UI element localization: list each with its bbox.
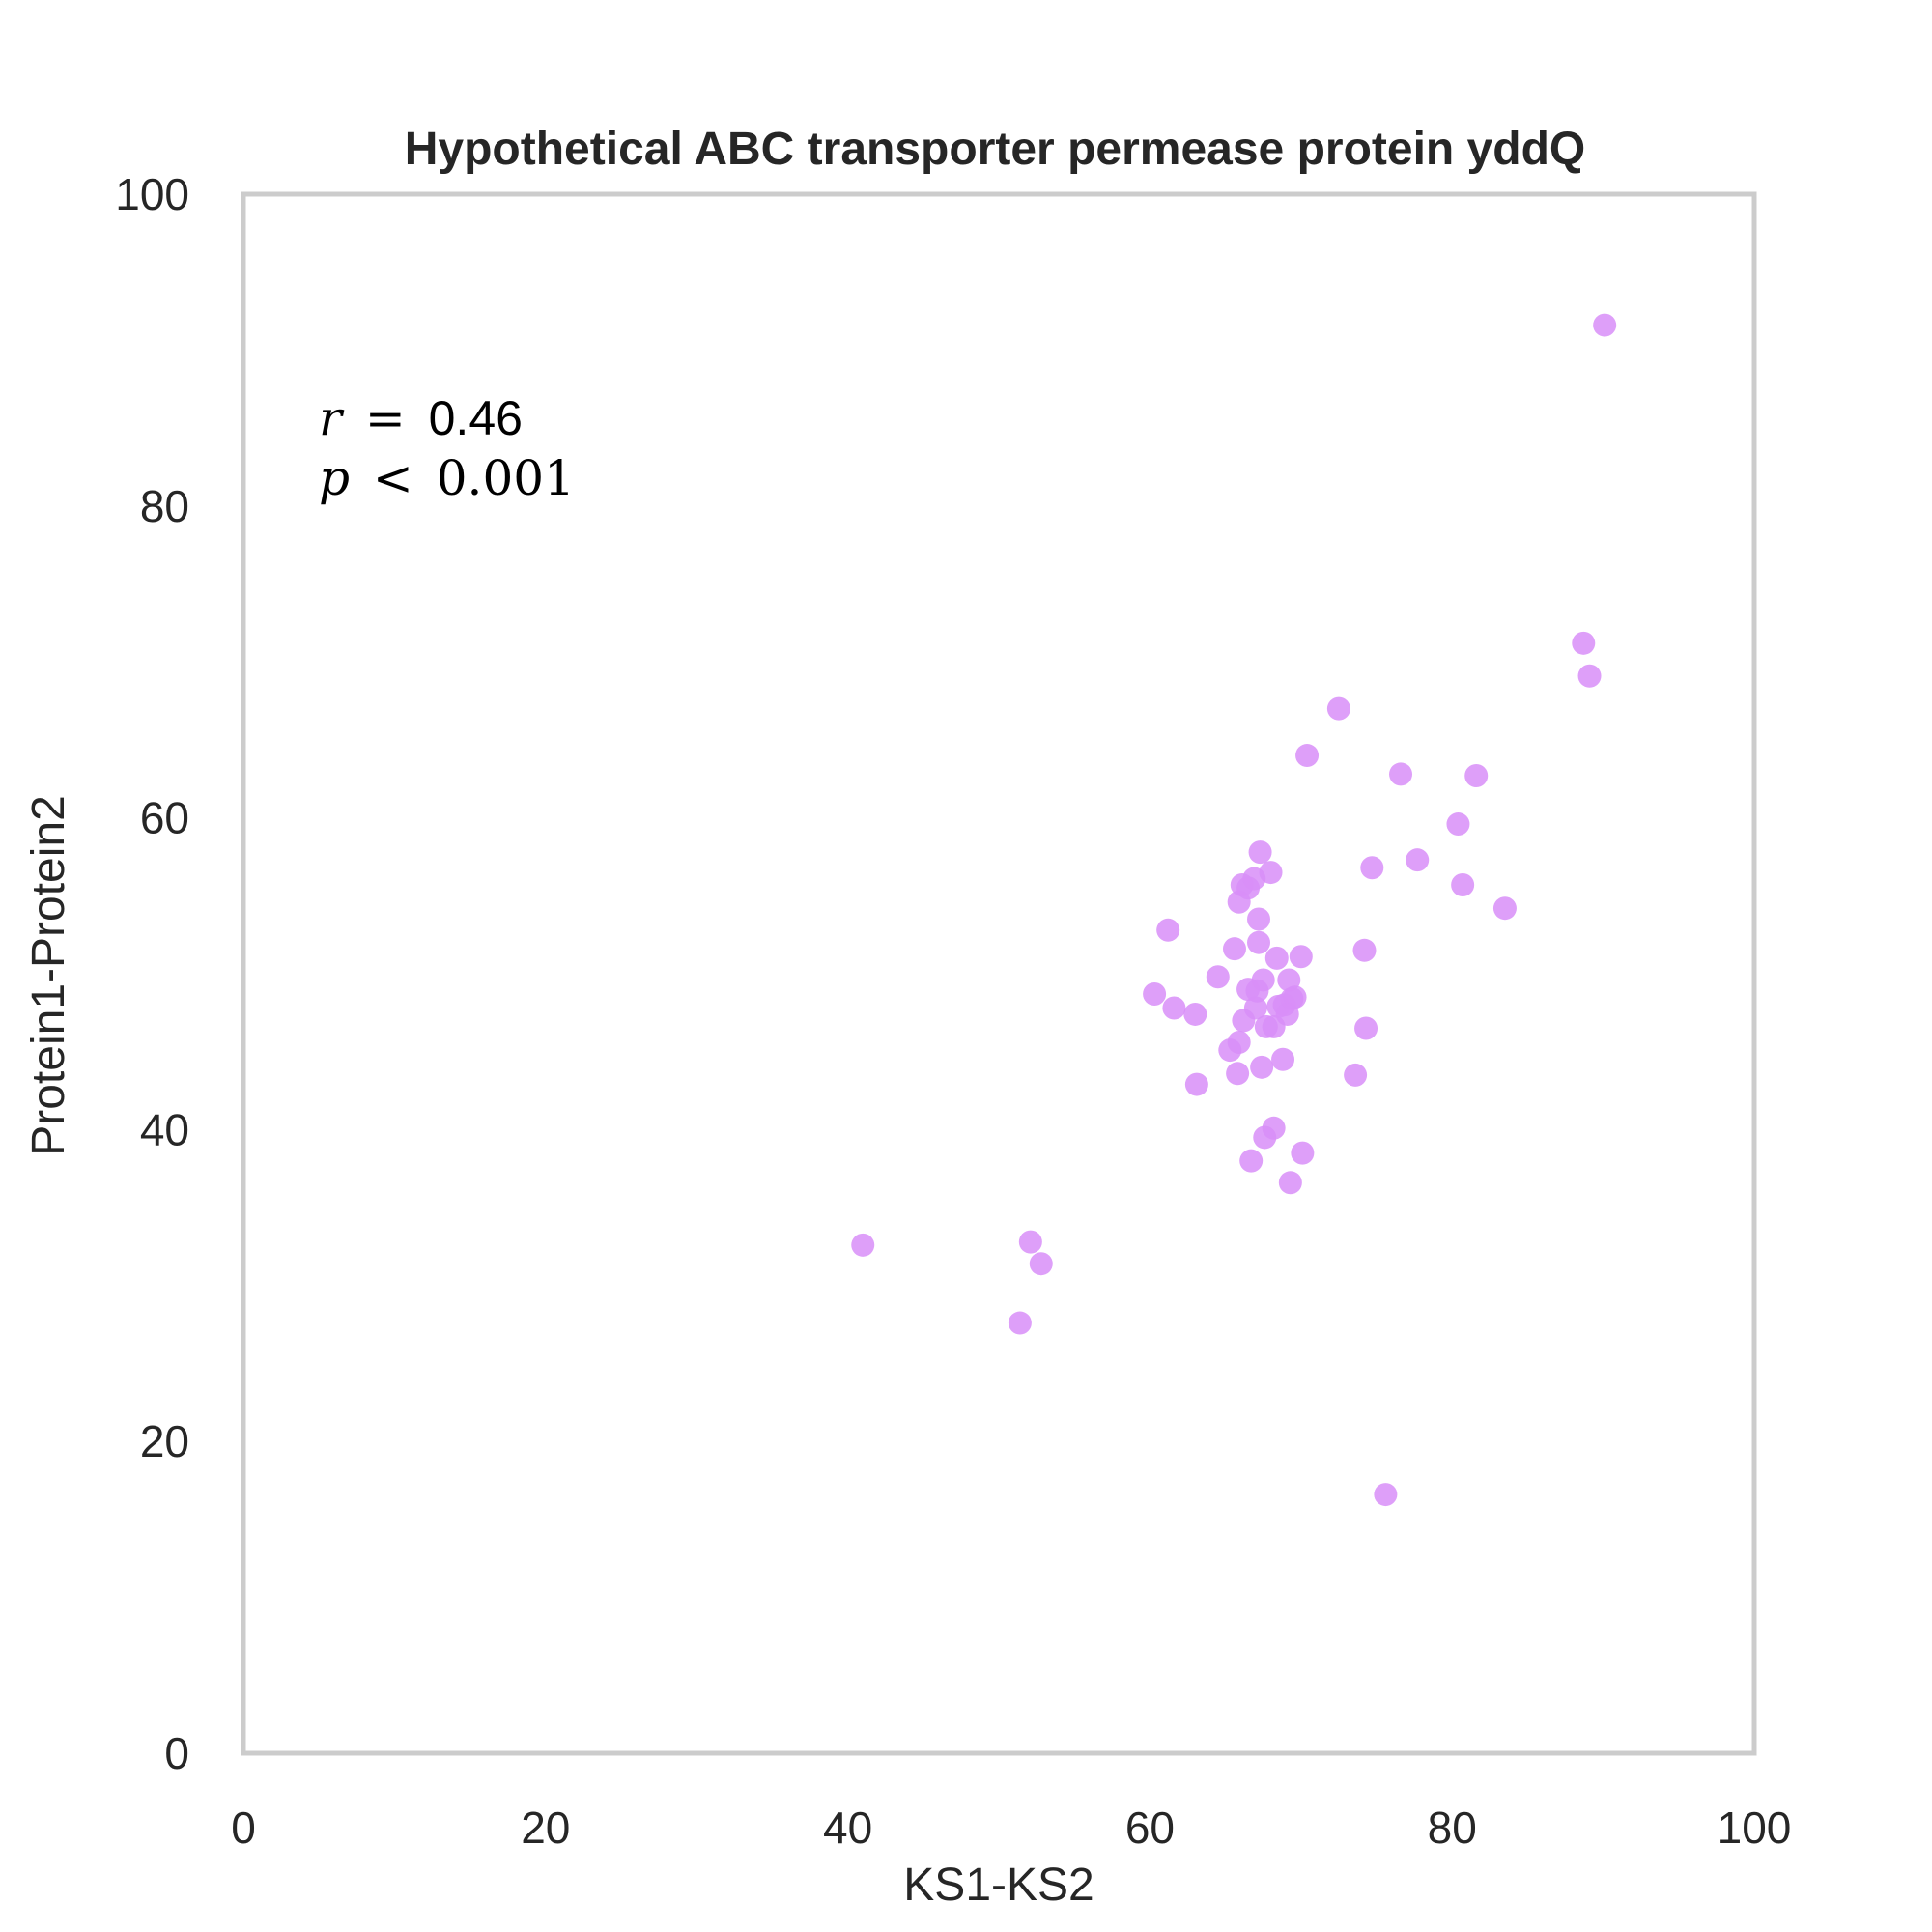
scatter-point bbox=[1291, 1141, 1315, 1165]
scatter-point bbox=[1446, 812, 1470, 837]
scatter-point bbox=[1354, 1016, 1378, 1040]
scatter-point bbox=[1326, 696, 1350, 721]
scatter-point bbox=[1289, 945, 1313, 969]
scatter-point bbox=[1492, 896, 1517, 921]
x-axis-label: KS1-KS2 bbox=[903, 1860, 1094, 1911]
plot-frame bbox=[241, 191, 1757, 1756]
y-axis-label: Protein1-Protein2 bbox=[23, 795, 74, 1156]
x-tick-label: 100 bbox=[1718, 1803, 1792, 1853]
x-tick-label: 80 bbox=[1428, 1803, 1477, 1853]
correlation-annotation: r = 0.46 p < 0.001 bbox=[319, 390, 575, 506]
scatter-point bbox=[1226, 1062, 1250, 1086]
data-points bbox=[851, 313, 1617, 1507]
scatter-point bbox=[1464, 764, 1489, 788]
scatter-point bbox=[1593, 313, 1617, 337]
scatter-point bbox=[1143, 981, 1167, 1006]
scatter-point bbox=[1018, 1230, 1042, 1254]
scatter-point bbox=[1243, 996, 1267, 1020]
scatter-point bbox=[1259, 861, 1283, 885]
scatter-point bbox=[1251, 968, 1275, 992]
y-axis-ticks: 0 20 40 60 80 100 bbox=[115, 169, 189, 1778]
r-symbol: r bbox=[319, 390, 345, 446]
y-tick-label: 80 bbox=[140, 481, 189, 531]
scatter-point bbox=[1008, 1311, 1032, 1335]
y-tick-label: 100 bbox=[115, 169, 189, 219]
scatter-point bbox=[1247, 907, 1271, 931]
scatter-point bbox=[1577, 664, 1602, 688]
y-tick-label: 60 bbox=[140, 793, 189, 843]
x-tick-label: 60 bbox=[1125, 1803, 1175, 1853]
scatter-point bbox=[1451, 873, 1475, 897]
scatter-point bbox=[1352, 938, 1377, 962]
scatter-point bbox=[1250, 1055, 1274, 1079]
scatter-point bbox=[1248, 840, 1272, 865]
scatter-point bbox=[1183, 1002, 1208, 1026]
scatter-point bbox=[1184, 1072, 1208, 1096]
scatter-point bbox=[1222, 937, 1246, 961]
scatter-point bbox=[1271, 1047, 1295, 1071]
y-tick-label: 20 bbox=[140, 1416, 189, 1466]
r-annotation: r = 0.46 bbox=[319, 390, 523, 446]
scatter-point bbox=[851, 1233, 875, 1257]
x-tick-label: 20 bbox=[521, 1803, 570, 1853]
x-axis-ticks: 0 20 40 60 80 100 bbox=[231, 1803, 1791, 1853]
scatter-point bbox=[1572, 631, 1596, 655]
y-tick-label: 0 bbox=[164, 1728, 189, 1778]
scatter-point bbox=[1156, 918, 1180, 942]
scatter-point bbox=[1283, 985, 1307, 1009]
scatter-point bbox=[1406, 848, 1430, 872]
r-value: 0.46 bbox=[429, 391, 523, 445]
scatter-point bbox=[1264, 946, 1289, 970]
p-annotation: p < 0.001 bbox=[319, 450, 575, 506]
scatter-point bbox=[1227, 1031, 1251, 1055]
scatter-point bbox=[1029, 1252, 1053, 1276]
scatter-point bbox=[1262, 1116, 1286, 1140]
scatter-point bbox=[1247, 930, 1271, 954]
r-operator: = bbox=[365, 390, 406, 446]
scatter-point bbox=[1389, 762, 1413, 786]
scatter-point bbox=[1278, 1171, 1302, 1195]
p-operator: < bbox=[373, 450, 413, 506]
x-tick-label: 0 bbox=[231, 1803, 256, 1853]
scatter-point bbox=[1344, 1063, 1368, 1087]
scatter-point bbox=[1295, 744, 1320, 768]
p-symbol: p bbox=[319, 450, 350, 506]
scatter-point bbox=[1360, 856, 1384, 880]
scatter-point bbox=[1374, 1483, 1398, 1507]
x-tick-label: 40 bbox=[823, 1803, 872, 1853]
scatter-point bbox=[1206, 965, 1230, 989]
chart-title: Hypothetical ABC transporter permease pr… bbox=[405, 124, 1585, 175]
y-tick-label: 40 bbox=[140, 1104, 189, 1154]
scatter-point bbox=[1239, 1149, 1264, 1173]
p-value: 0.001 bbox=[437, 450, 575, 506]
scatter-point bbox=[1162, 996, 1186, 1020]
